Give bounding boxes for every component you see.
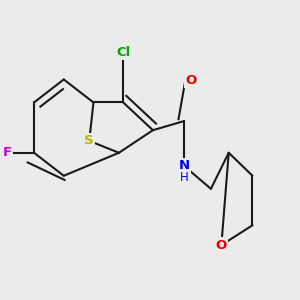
Text: N: N xyxy=(178,159,190,172)
Text: H: H xyxy=(180,171,188,184)
Text: Cl: Cl xyxy=(116,46,130,59)
Text: F: F xyxy=(3,146,12,159)
Text: O: O xyxy=(185,74,197,87)
Text: O: O xyxy=(216,238,227,252)
Text: S: S xyxy=(84,134,94,147)
